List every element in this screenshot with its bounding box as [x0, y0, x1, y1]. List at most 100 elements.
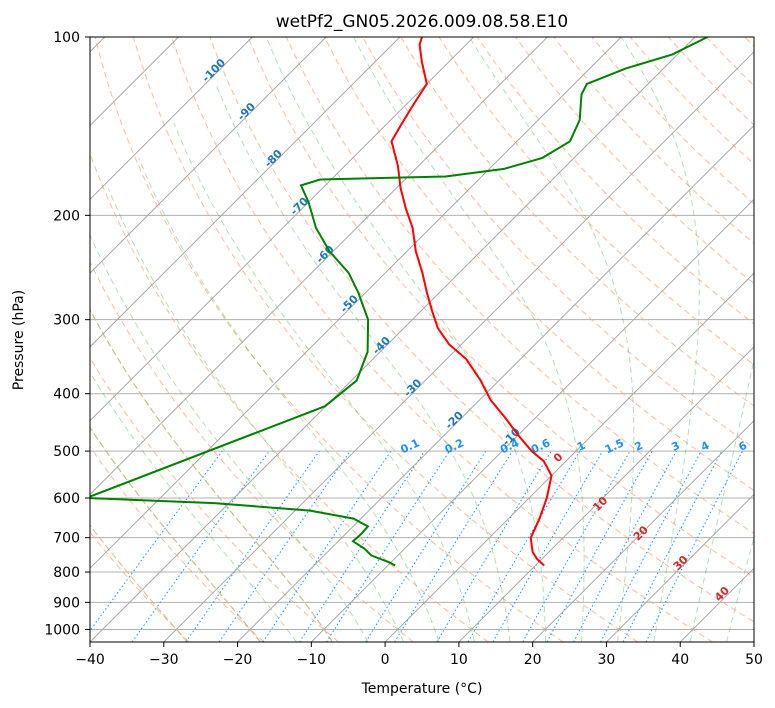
mixing-ratio-lines	[90, 450, 743, 642]
x-tick-label: 50	[745, 652, 763, 668]
x-tick-label: 40	[671, 652, 689, 668]
moist-adiabat-line	[173, 123, 475, 642]
moist-adiabat-line	[353, 37, 585, 642]
x-axis-label: Temperature (°C)	[361, 681, 483, 697]
x-tick-label: 20	[524, 652, 542, 668]
mixing-ratio-line	[436, 450, 552, 642]
mixing-ratio-line	[131, 450, 270, 642]
x-tick-label: −10	[297, 652, 327, 668]
mixing-ratio-line	[546, 450, 653, 642]
y-tick-label: 200	[53, 208, 80, 224]
y-tick-label: 700	[53, 531, 80, 547]
isotherm-lines	[90, 37, 754, 642]
moist-adiabat-line	[90, 371, 297, 642]
mixing-ratio-line	[90, 450, 223, 632]
x-tick-label: −30	[149, 652, 179, 668]
x-tick-label: 10	[450, 652, 468, 668]
isotherm-line	[458, 346, 754, 642]
isotherm-line	[90, 37, 696, 642]
mixing-ratio-line	[262, 450, 392, 642]
dry-adiabats	[90, 37, 754, 642]
x-tick-label: −20	[223, 652, 253, 668]
pressure-gridlines	[90, 37, 754, 630]
isotherm-line	[90, 37, 253, 201]
y-tick-label: 100	[53, 30, 80, 46]
dry-adiabat-line	[247, 37, 754, 578]
dry-adiabat-line	[90, 531, 190, 642]
moist-adiabat-line	[90, 308, 333, 642]
moist-adiabat-line	[689, 357, 754, 642]
dry-adiabat-line	[209, 37, 754, 623]
dry-adiabat-line	[591, 37, 754, 205]
mixing-ratio-line	[218, 450, 351, 642]
y-tick-label: 800	[53, 565, 80, 581]
dewpoint-profile-line	[90, 37, 708, 567]
moist-adiabat-label: 0	[551, 450, 566, 465]
mixing-ratio-line	[325, 450, 450, 642]
y-axis-label: Pressure (hPa)	[11, 290, 27, 390]
mixing-ratio-line	[394, 450, 513, 642]
dry-adiabat-line	[90, 356, 339, 642]
isotherm-label: -100	[200, 56, 229, 85]
dry-adiabat-line	[515, 37, 754, 285]
isotherm-label: -40	[370, 334, 393, 357]
moist-adiabat-line	[468, 37, 635, 642]
moist-adiabat-line	[265, 37, 547, 642]
isotherm-line	[90, 37, 548, 496]
mixing-ratio-label: 0.2	[443, 436, 466, 456]
y-tick-label: 1000	[44, 622, 80, 638]
isotherm-line	[90, 37, 622, 569]
isotherm-label: -30	[401, 376, 424, 399]
moist-adiabat-line	[90, 234, 369, 642]
x-tick-label: −40	[75, 652, 105, 668]
mixing-ratio-label: 8	[767, 439, 775, 454]
moist-adiabat-line	[726, 536, 754, 642]
dry-adiabat-line	[744, 37, 754, 47]
chart-title: wetPf2_GN05.2026.009.08.58.E10	[276, 12, 568, 32]
dry-adiabat-line	[476, 37, 754, 325]
isotherm-line	[532, 419, 754, 642]
plot-frame	[89, 36, 755, 643]
moist-adiabat-label: 10	[590, 494, 610, 514]
mixing-ratio-label: 2	[633, 439, 645, 454]
isotherm-line	[384, 272, 754, 642]
mixing-ratio-line	[299, 450, 426, 642]
isotherm-label: -20	[443, 409, 466, 432]
isotherm-label: -60	[314, 242, 337, 265]
mixing-ratio-line	[645, 450, 743, 642]
isotherm-label: -50	[338, 292, 361, 315]
isotherm-line	[90, 37, 475, 422]
y-tick-label: 500	[53, 444, 80, 460]
isotherm-line	[606, 493, 754, 642]
dry-adiabat-line	[438, 37, 754, 366]
dry-adiabat-line	[90, 152, 489, 642]
dry-adiabat-line	[90, 260, 414, 642]
mixing-ratio-label: 3	[669, 439, 681, 454]
dry-adiabat-line	[171, 37, 713, 642]
mixing-ratio-label: 6	[737, 439, 750, 454]
mixing-ratio-label: 0.1	[398, 436, 421, 456]
isotherm-line	[753, 641, 754, 642]
isotherm-line	[90, 37, 327, 274]
moist-adiabat-line	[107, 188, 405, 642]
sounding-profiles	[90, 37, 708, 567]
x-axis-ticks: −40 −30 −20 −10 0 10 20 30 40 50	[75, 642, 763, 668]
isotherm-line	[237, 124, 754, 642]
dry-adiabat-line	[90, 446, 265, 642]
dry-adiabat-line	[667, 37, 754, 126]
dry-adiabat-line	[285, 37, 754, 535]
temperature-profile-line	[390, 37, 553, 567]
mixing-ratio-label: 0.6	[529, 436, 552, 456]
dry-adiabat-line	[94, 37, 564, 642]
isotherm-line	[90, 37, 401, 348]
isotherm-line	[679, 567, 754, 642]
moist-adiabat-line	[215, 83, 511, 642]
dry-adiabat-line	[629, 37, 754, 165]
x-tick-label: 0	[381, 652, 390, 668]
mixing-ratio-line	[573, 450, 677, 642]
dry-adiabat-line	[132, 37, 639, 642]
moist-adiabat-line	[90, 524, 188, 642]
isotherm-line	[163, 51, 754, 642]
isotherm-label: -80	[262, 147, 285, 170]
